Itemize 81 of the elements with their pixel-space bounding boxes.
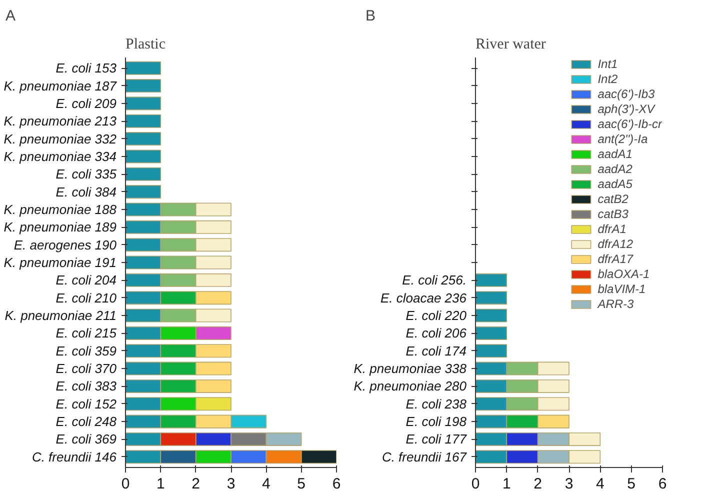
y-tick-label: K. pneumoniae 211 [4,308,117,324]
y-tick-label: E. coli 204 [56,272,116,288]
bar [126,185,162,199]
x-tick-label: 2 [192,476,200,491]
y-tick-label: K. pneumoniae 332 [4,131,118,146]
text: A [6,8,16,24]
legend-label: aadA1 [598,147,632,161]
legend-label: blaVIM-1 [598,282,646,296]
legend-label: Int2 [598,72,618,86]
y-tick-label: E. coli 209 [56,96,116,111]
y-tick-label: E. coli 256. [402,272,467,288]
legend-label: aph(3')-XV [598,102,655,116]
y-tick-label: E. coli 153 [56,60,118,76]
legend-label: ant(2'')-Ia [598,132,648,146]
legend-label: catB3 [598,207,628,221]
legend-label: dfrA17 [598,252,634,266]
legend-label: blaOXA-1 [598,267,650,281]
y-tick-label: E. coli 215 [56,326,118,341]
x-tick-label: 1 [502,476,511,491]
y-tick-label: K. pneumoniae 191 [4,255,117,270]
legend-label: aac(6')-Ib3 [598,87,655,101]
x-tick-label: 2 [534,476,542,491]
legend-label: dfrA1 [598,222,626,236]
y-tick-label: K. pneumoniae 338 [354,361,468,376]
legend-label: catB2 [598,192,628,206]
legend-label: Int1 [598,57,618,71]
y-tick-label: K. pneumoniae 189 [4,220,117,235]
y-tick-label: E. coli 248 [56,414,118,430]
x-tick-label: 3 [564,476,574,491]
y-tick-label: E. coli 220 [406,308,468,324]
legend-label: ARR-3 [598,297,634,311]
y-tick-label: E. coli 210 [56,290,118,306]
legend-label: aadA5 [598,177,632,191]
x-tick-label: 4 [262,476,270,491]
y-tick-label: E. coli 370 [56,361,118,376]
y-tick-label: E. coli 198 [406,414,468,430]
bar [126,61,162,75]
y-tick-label: E. aerogenes 190 [14,237,118,252]
x-tick-label: 3 [226,476,236,491]
bar [126,79,162,93]
chart-title: River water [476,36,546,52]
bar [476,291,508,305]
bar [126,150,162,164]
y-tick-label: K. pneumoniae 280 [354,378,468,394]
bar [476,273,508,287]
y-tick-label: E. coli 335 [56,166,118,182]
chart-title: Plastic [126,36,166,52]
y-tick-label: E. coli 359 [56,343,116,358]
x-tick-label: 6 [658,476,667,491]
bar [126,114,162,128]
legend-label: aadA2 [598,162,632,176]
y-tick-label: E. coli 152 [56,396,118,412]
y-tick-label: E. coli 177 [406,432,468,447]
y-tick-label: K. pneumoniae 188 [4,202,118,217]
y-tick-label: E. coli 384 [56,184,116,200]
y-tick-label: K. pneumoniae 334 [4,148,117,164]
bar [476,344,508,358]
y-tick-label: K. pneumoniae 187 [4,78,118,94]
x-tick-label: 4 [596,476,604,491]
bar [126,132,162,146]
x-tick-label: 0 [121,476,130,491]
y-tick-label: E. coli 238 [406,396,468,412]
y-tick-label: K. pneumoniae 213 [4,114,118,129]
bar [126,96,162,110]
x-tick-label: 0 [471,476,480,491]
y-tick-label: C. freundii 146 [32,449,118,464]
y-tick-label: E. coli 369 [56,432,116,447]
bar [126,167,162,181]
x-tick-label: 6 [332,476,341,491]
y-tick-label: C. freundii 167 [382,449,468,464]
y-tick-label: E. coli 206 [406,326,468,341]
y-tick-label: E. cloacae 236 [380,290,468,306]
legend-label: dfrA12 [598,237,634,251]
bar [476,308,508,322]
y-tick-label: E. coli 383 [56,378,118,394]
bar [476,326,508,340]
x-tick-label: 1 [156,476,165,491]
y-tick-label: E. coli 174 [406,343,466,358]
text: B [366,8,376,24]
x-tick-label: 5 [627,476,636,491]
x-tick-label: 5 [297,476,306,491]
